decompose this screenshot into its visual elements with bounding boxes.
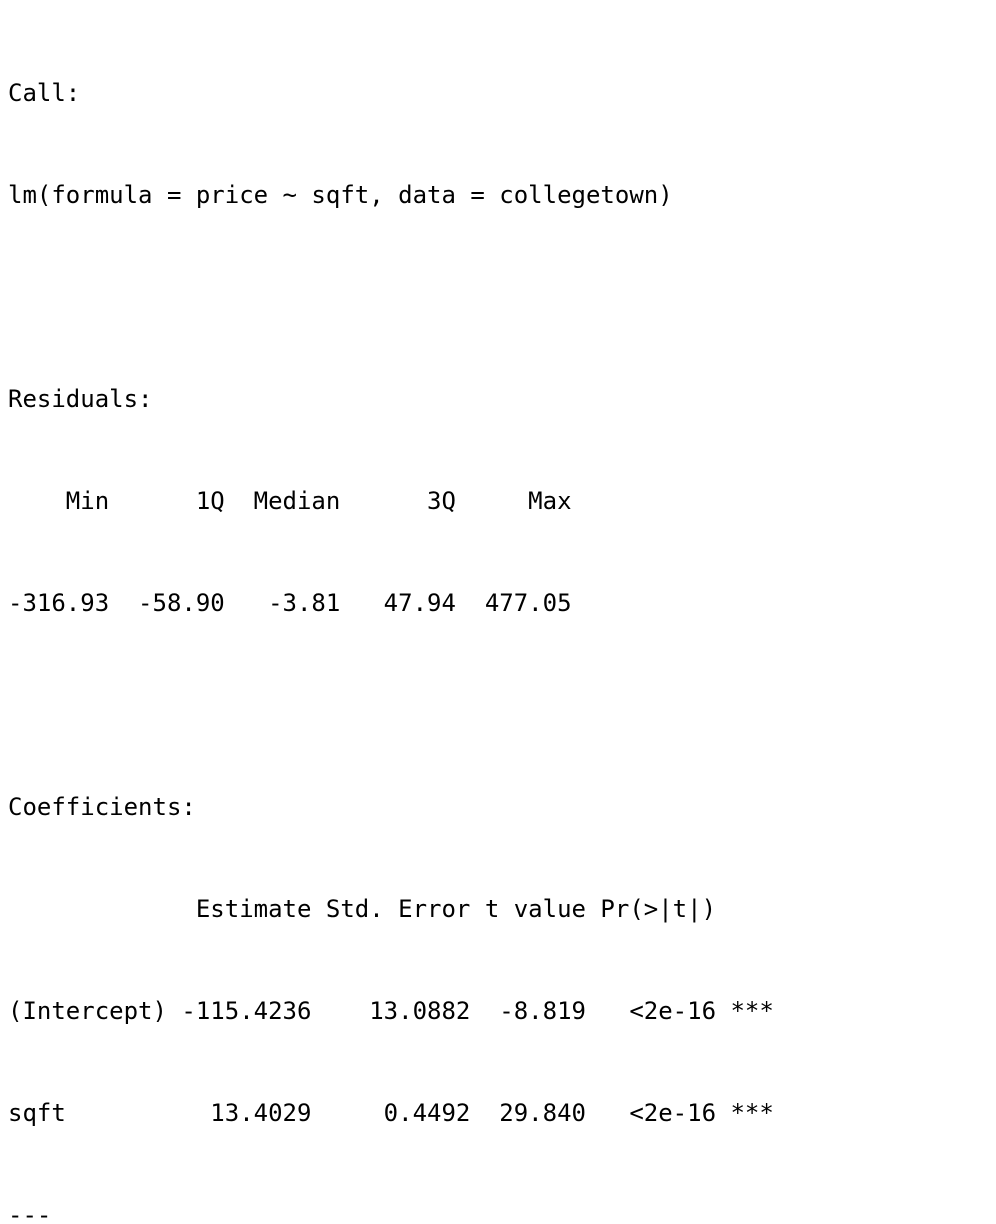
coefficient-row-sqft: sqft 13.4029 0.4492 29.840 <2e-16 ***	[8, 1099, 774, 1127]
coefficient-row-intercept: (Intercept) -115.4236 13.0882 -8.819 <2e…	[8, 997, 774, 1025]
call-heading: Call:	[8, 79, 81, 107]
coefficients-heading: Coefficients:	[8, 793, 196, 821]
blank-line	[8, 688, 988, 722]
r-console-output: Call: lm(formula = price ~ sqft, data = …	[8, 8, 988, 1224]
residuals-header-row: Min 1Q Median 3Q Max	[8, 487, 586, 515]
coefficients-separator: ---	[8, 1201, 52, 1224]
residuals-heading: Residuals:	[8, 385, 153, 413]
residuals-values-row: -316.93 -58.90 -3.81 47.94 477.05	[8, 589, 586, 617]
blank-line	[8, 280, 988, 314]
coefficients-header-row: Estimate Std. Error t value Pr(>|t|)	[8, 895, 774, 923]
call-formula: lm(formula = price ~ sqft, data = colleg…	[8, 181, 673, 209]
